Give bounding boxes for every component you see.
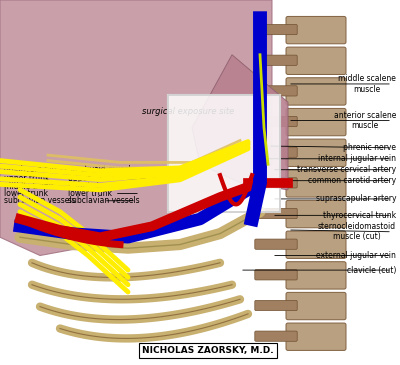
Text: omohyoid muscle: omohyoid muscle bbox=[68, 165, 150, 174]
FancyBboxPatch shape bbox=[286, 47, 346, 74]
FancyBboxPatch shape bbox=[255, 147, 297, 157]
Text: internal jugular vein: internal jugular vein bbox=[318, 154, 396, 163]
FancyBboxPatch shape bbox=[255, 116, 297, 127]
Text: NICHOLAS ZAORSKY, M.D.: NICHOLAS ZAORSKY, M.D. bbox=[142, 346, 274, 355]
Text: lower trunk: lower trunk bbox=[4, 189, 48, 198]
FancyBboxPatch shape bbox=[286, 108, 346, 136]
FancyBboxPatch shape bbox=[255, 208, 297, 219]
Text: omohyoid muscle: omohyoid muscle bbox=[4, 165, 71, 174]
Text: middle scalene
muscle: middle scalene muscle bbox=[338, 74, 396, 94]
Polygon shape bbox=[0, 0, 272, 255]
Text: upper trunk: upper trunk bbox=[68, 174, 145, 183]
FancyBboxPatch shape bbox=[286, 16, 346, 44]
Bar bbox=[168, 95, 280, 212]
Text: sternocleidomastoid
muscle (cut): sternocleidomastoid muscle (cut) bbox=[318, 222, 396, 242]
Text: external jugular vein: external jugular vein bbox=[316, 251, 396, 260]
Text: lower trunk: lower trunk bbox=[68, 189, 137, 198]
FancyBboxPatch shape bbox=[255, 331, 297, 341]
Text: subclavian vessels: subclavian vessels bbox=[68, 196, 140, 205]
FancyBboxPatch shape bbox=[255, 24, 297, 35]
Text: thyrocervical trunk: thyrocervical trunk bbox=[323, 211, 396, 220]
Text: middle trunk: middle trunk bbox=[68, 182, 141, 191]
Text: clavicle (cut): clavicle (cut) bbox=[347, 266, 396, 274]
Text: upper trunk: upper trunk bbox=[4, 174, 50, 183]
Text: common carotid artery: common carotid artery bbox=[308, 176, 396, 185]
FancyBboxPatch shape bbox=[286, 170, 346, 197]
Bar bbox=[168, 95, 280, 212]
Text: anterior scalene
muscle: anterior scalene muscle bbox=[334, 111, 396, 130]
FancyBboxPatch shape bbox=[286, 292, 346, 320]
FancyBboxPatch shape bbox=[255, 239, 297, 249]
FancyBboxPatch shape bbox=[255, 300, 297, 311]
FancyBboxPatch shape bbox=[286, 200, 346, 228]
FancyBboxPatch shape bbox=[286, 139, 346, 166]
Text: phrenic nerve: phrenic nerve bbox=[343, 143, 396, 152]
FancyBboxPatch shape bbox=[255, 86, 297, 96]
FancyBboxPatch shape bbox=[286, 262, 346, 289]
FancyBboxPatch shape bbox=[255, 55, 297, 65]
Polygon shape bbox=[192, 55, 288, 190]
Text: surgical exposure site: surgical exposure site bbox=[142, 107, 234, 116]
Text: transverse cervical artery: transverse cervical artery bbox=[297, 165, 396, 174]
FancyBboxPatch shape bbox=[286, 231, 346, 258]
FancyBboxPatch shape bbox=[286, 323, 346, 350]
Text: suprascapular artery: suprascapular artery bbox=[316, 195, 396, 203]
Text: subclavian vessels: subclavian vessels bbox=[4, 196, 76, 205]
FancyBboxPatch shape bbox=[255, 178, 297, 188]
Text: middle trunk: middle trunk bbox=[4, 182, 53, 191]
FancyBboxPatch shape bbox=[286, 78, 346, 105]
FancyBboxPatch shape bbox=[255, 270, 297, 280]
